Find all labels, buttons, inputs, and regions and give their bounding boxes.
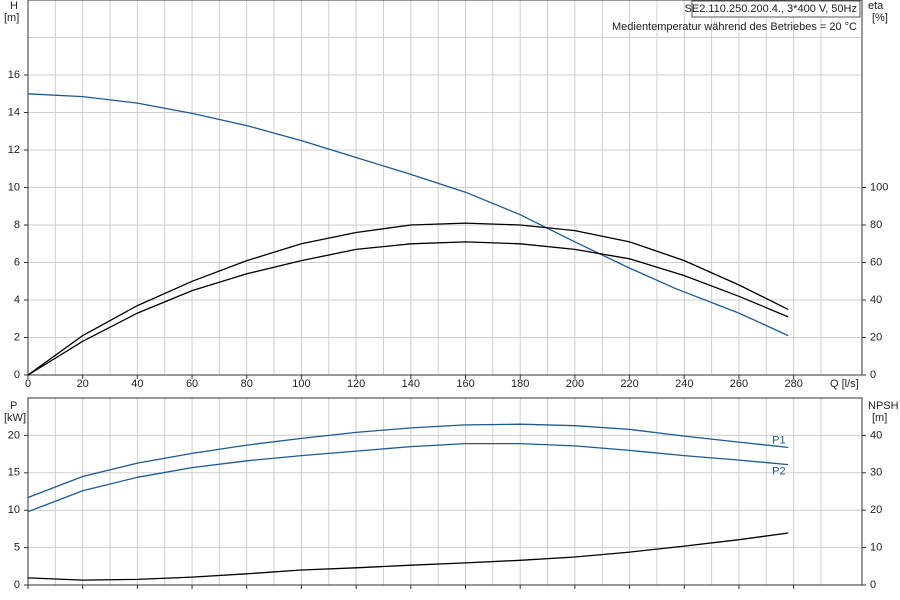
plot-frame [27,397,863,586]
y-tick-label: 6 [14,256,20,268]
y-tick-label: 14 [8,106,20,118]
y-tick-label: 10 [8,504,20,516]
y-axis-unit: [m] [4,12,19,24]
y-tick-label: 12 [8,144,20,156]
y2-tick-label: 80 [870,219,882,231]
x-tick-label: 200 [566,378,584,390]
y-tick-label: 0 [14,369,20,381]
series-line [27,423,789,499]
x-axis-label: Q [l/s] [830,378,859,390]
x-tick-label: 60 [186,378,198,390]
x-tick-label: 180 [511,378,529,390]
series-line [27,93,789,337]
y-tick-label: 10 [8,181,20,193]
x-tick-label: 80 [241,378,253,390]
y2-axis-unit: [%] [872,12,888,24]
y2-axis-unit: [m] [872,412,887,424]
y-tick-label: 8 [14,219,20,231]
y-tick-label: 16 [8,69,20,81]
series-line [27,532,789,581]
y-axis-label: H [10,0,18,12]
y2-tick-label: 10 [870,542,882,554]
x-tick-label: 140 [402,378,420,390]
y-tick-label: 20 [8,429,20,441]
annotation: Medientemperatur während des Betriebes =… [612,21,857,33]
y2-tick-label: 0 [870,369,876,381]
y2-tick-label: 60 [870,256,882,268]
x-tick-label: 160 [456,378,474,390]
x-tick-label: 240 [675,378,693,390]
y2-tick-label: 20 [870,331,882,343]
y2-tick-label: 40 [870,429,882,441]
y2-axis-label: eta [868,0,884,12]
y-tick-label: 15 [8,467,20,479]
y2-axis-label: NPSH [868,400,899,412]
series-line [27,442,789,513]
y2-tick-label: 30 [870,467,882,479]
series-label: P2 [772,465,785,477]
x-tick-label: 120 [347,378,365,390]
series-line [27,241,789,376]
y-axis-label: P [10,400,17,412]
y2-tick-label: 0 [870,579,876,591]
series-line [27,222,789,376]
x-tick-label: 100 [292,378,310,390]
header-box [691,0,861,18]
series-label: P1 [772,434,785,446]
x-tick-label: 220 [620,378,638,390]
y2-tick-label: 40 [870,294,882,306]
y-tick-label: 0 [14,579,20,591]
y-tick-label: 4 [14,294,20,306]
y-tick-label: 5 [14,542,20,554]
y-tick-label: 2 [14,331,20,343]
header-text: SE2.110.250.200.4., 3*400 V, 50Hz [685,3,857,15]
y2-tick-label: 20 [870,504,882,516]
y2-tick-label: 100 [870,181,888,193]
x-tick-label: 260 [730,378,748,390]
x-tick-label: 20 [77,378,89,390]
y-axis-unit: [kW] [4,412,26,424]
x-tick-label: 0 [25,378,31,390]
x-tick-label: 280 [784,378,802,390]
x-tick-label: 40 [131,378,143,390]
